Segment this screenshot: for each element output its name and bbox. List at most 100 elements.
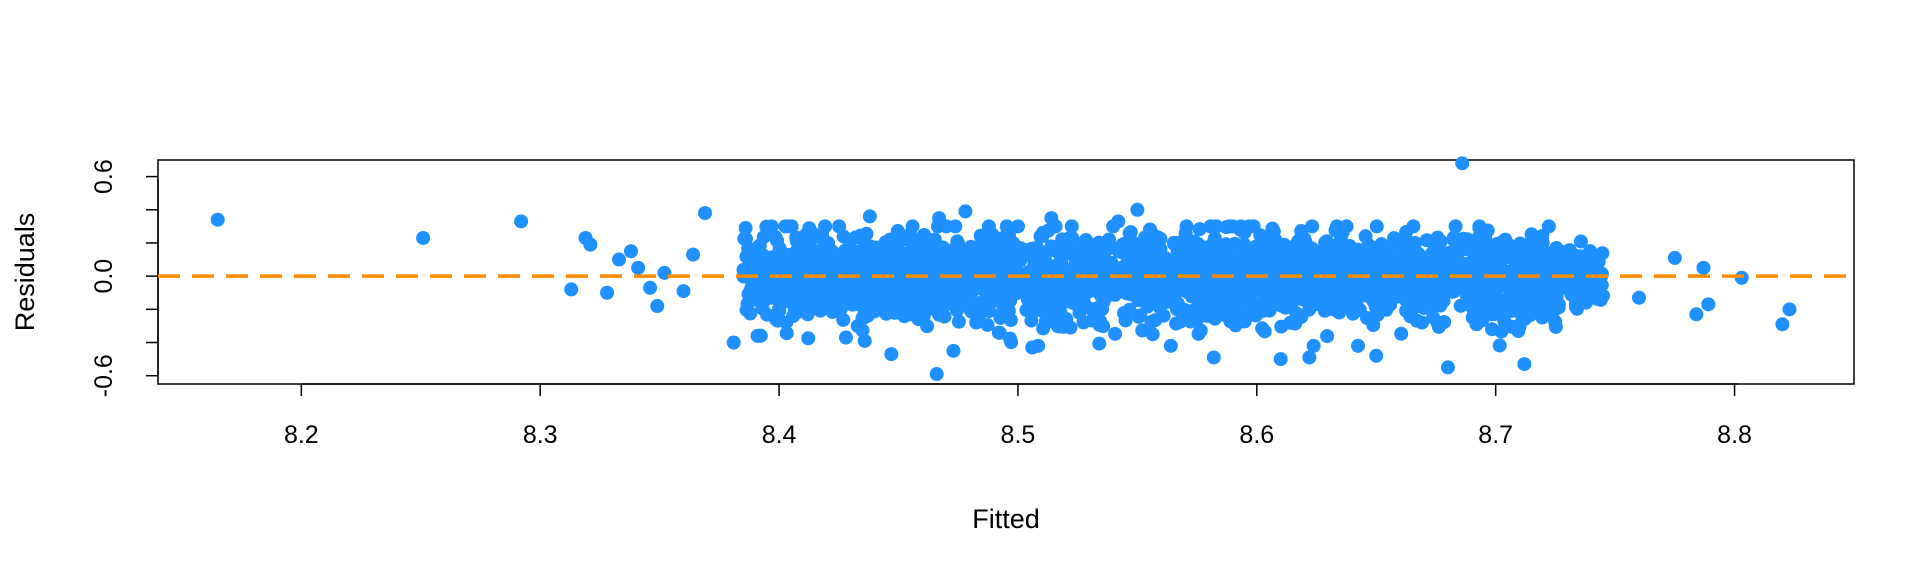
data-point [1315, 299, 1330, 314]
data-point [1076, 239, 1091, 254]
data-point [1031, 263, 1046, 278]
data-point [1350, 261, 1365, 276]
y-ticks-layer: -0.6 0.0 0.6 [90, 159, 158, 397]
y-axis-label: Residuals [10, 213, 40, 332]
data-point [1414, 299, 1429, 314]
data-point [1169, 316, 1184, 331]
data-point [1446, 230, 1461, 245]
data-point [1088, 245, 1103, 260]
data-point [1396, 289, 1411, 304]
data-point [1345, 278, 1360, 293]
data-point [1122, 302, 1137, 317]
data-point [874, 300, 889, 315]
data-point [1406, 252, 1421, 267]
data-point [1168, 253, 1183, 268]
data-point [1253, 228, 1268, 243]
data-point [960, 294, 975, 309]
data-point [1265, 221, 1280, 236]
data-point [845, 293, 860, 308]
data-point [1302, 302, 1317, 317]
data-point [698, 206, 713, 221]
data-point [850, 278, 865, 293]
data-point [946, 343, 961, 358]
data-point [1579, 290, 1594, 305]
data-point [1287, 262, 1302, 277]
data-point [1306, 338, 1321, 353]
data-point [1480, 223, 1495, 238]
data-point [1252, 297, 1267, 312]
data-point [836, 312, 851, 327]
data-point [1181, 253, 1196, 268]
data-point [749, 292, 764, 307]
data-point [756, 230, 771, 245]
data-point [1135, 323, 1150, 338]
data-point [1266, 298, 1281, 313]
data-point [890, 223, 905, 238]
data-point [790, 249, 805, 264]
data-point [1485, 322, 1500, 337]
data-point [1403, 309, 1418, 324]
data-point [1492, 338, 1507, 353]
data-point [836, 229, 851, 244]
data-point [612, 252, 627, 267]
data-point [753, 328, 768, 343]
data-point [786, 309, 801, 324]
data-point [1133, 248, 1148, 263]
data-point [1268, 232, 1283, 247]
data-point [1440, 360, 1455, 375]
data-point [1183, 314, 1198, 329]
data-point [1667, 250, 1682, 265]
data-point [776, 259, 791, 274]
data-point [1291, 238, 1306, 253]
data-point [1339, 219, 1354, 234]
data-point [1455, 156, 1470, 171]
data-point [821, 236, 836, 251]
data-point [1414, 315, 1429, 330]
data-point [769, 312, 784, 327]
data-point [1003, 331, 1018, 346]
data-point [738, 231, 753, 246]
data-point [848, 230, 863, 245]
data-point [1302, 350, 1317, 365]
data-point [1076, 253, 1091, 268]
data-point [880, 252, 895, 267]
data-point [933, 289, 948, 304]
data-point [893, 296, 908, 311]
data-point [929, 367, 944, 382]
data-point [855, 311, 870, 326]
data-point [1335, 263, 1350, 278]
data-point [920, 319, 935, 334]
data-point [650, 299, 665, 314]
data-point [932, 307, 947, 322]
data-point [1206, 350, 1221, 365]
data-point [897, 309, 912, 324]
data-point [738, 221, 753, 236]
data-point [1632, 290, 1647, 305]
data-point [1568, 296, 1583, 311]
data-point [1040, 282, 1055, 297]
data-point [862, 209, 877, 224]
data-point [962, 241, 977, 256]
data-point [1329, 286, 1344, 301]
data-point [1351, 338, 1366, 353]
data-point [857, 333, 872, 348]
data-point [1056, 295, 1071, 310]
data-point [917, 227, 932, 242]
data-point [1518, 284, 1533, 299]
data-point [1405, 276, 1420, 291]
data-point [908, 250, 923, 265]
data-point [1273, 352, 1288, 367]
data-point [1406, 219, 1421, 234]
y-tick-label: -0.6 [90, 354, 118, 397]
data-point [828, 294, 843, 309]
data-point [1305, 219, 1320, 234]
data-point [1316, 256, 1331, 271]
data-point [1467, 281, 1482, 296]
x-ticks-layer: 8.2 8.3 8.4 8.5 8.6 8.7 8.8 [284, 384, 1752, 449]
data-point [1583, 244, 1598, 259]
data-point [1163, 338, 1178, 353]
data-point [1153, 241, 1168, 256]
data-point [1268, 274, 1283, 289]
data-point [1428, 298, 1443, 313]
